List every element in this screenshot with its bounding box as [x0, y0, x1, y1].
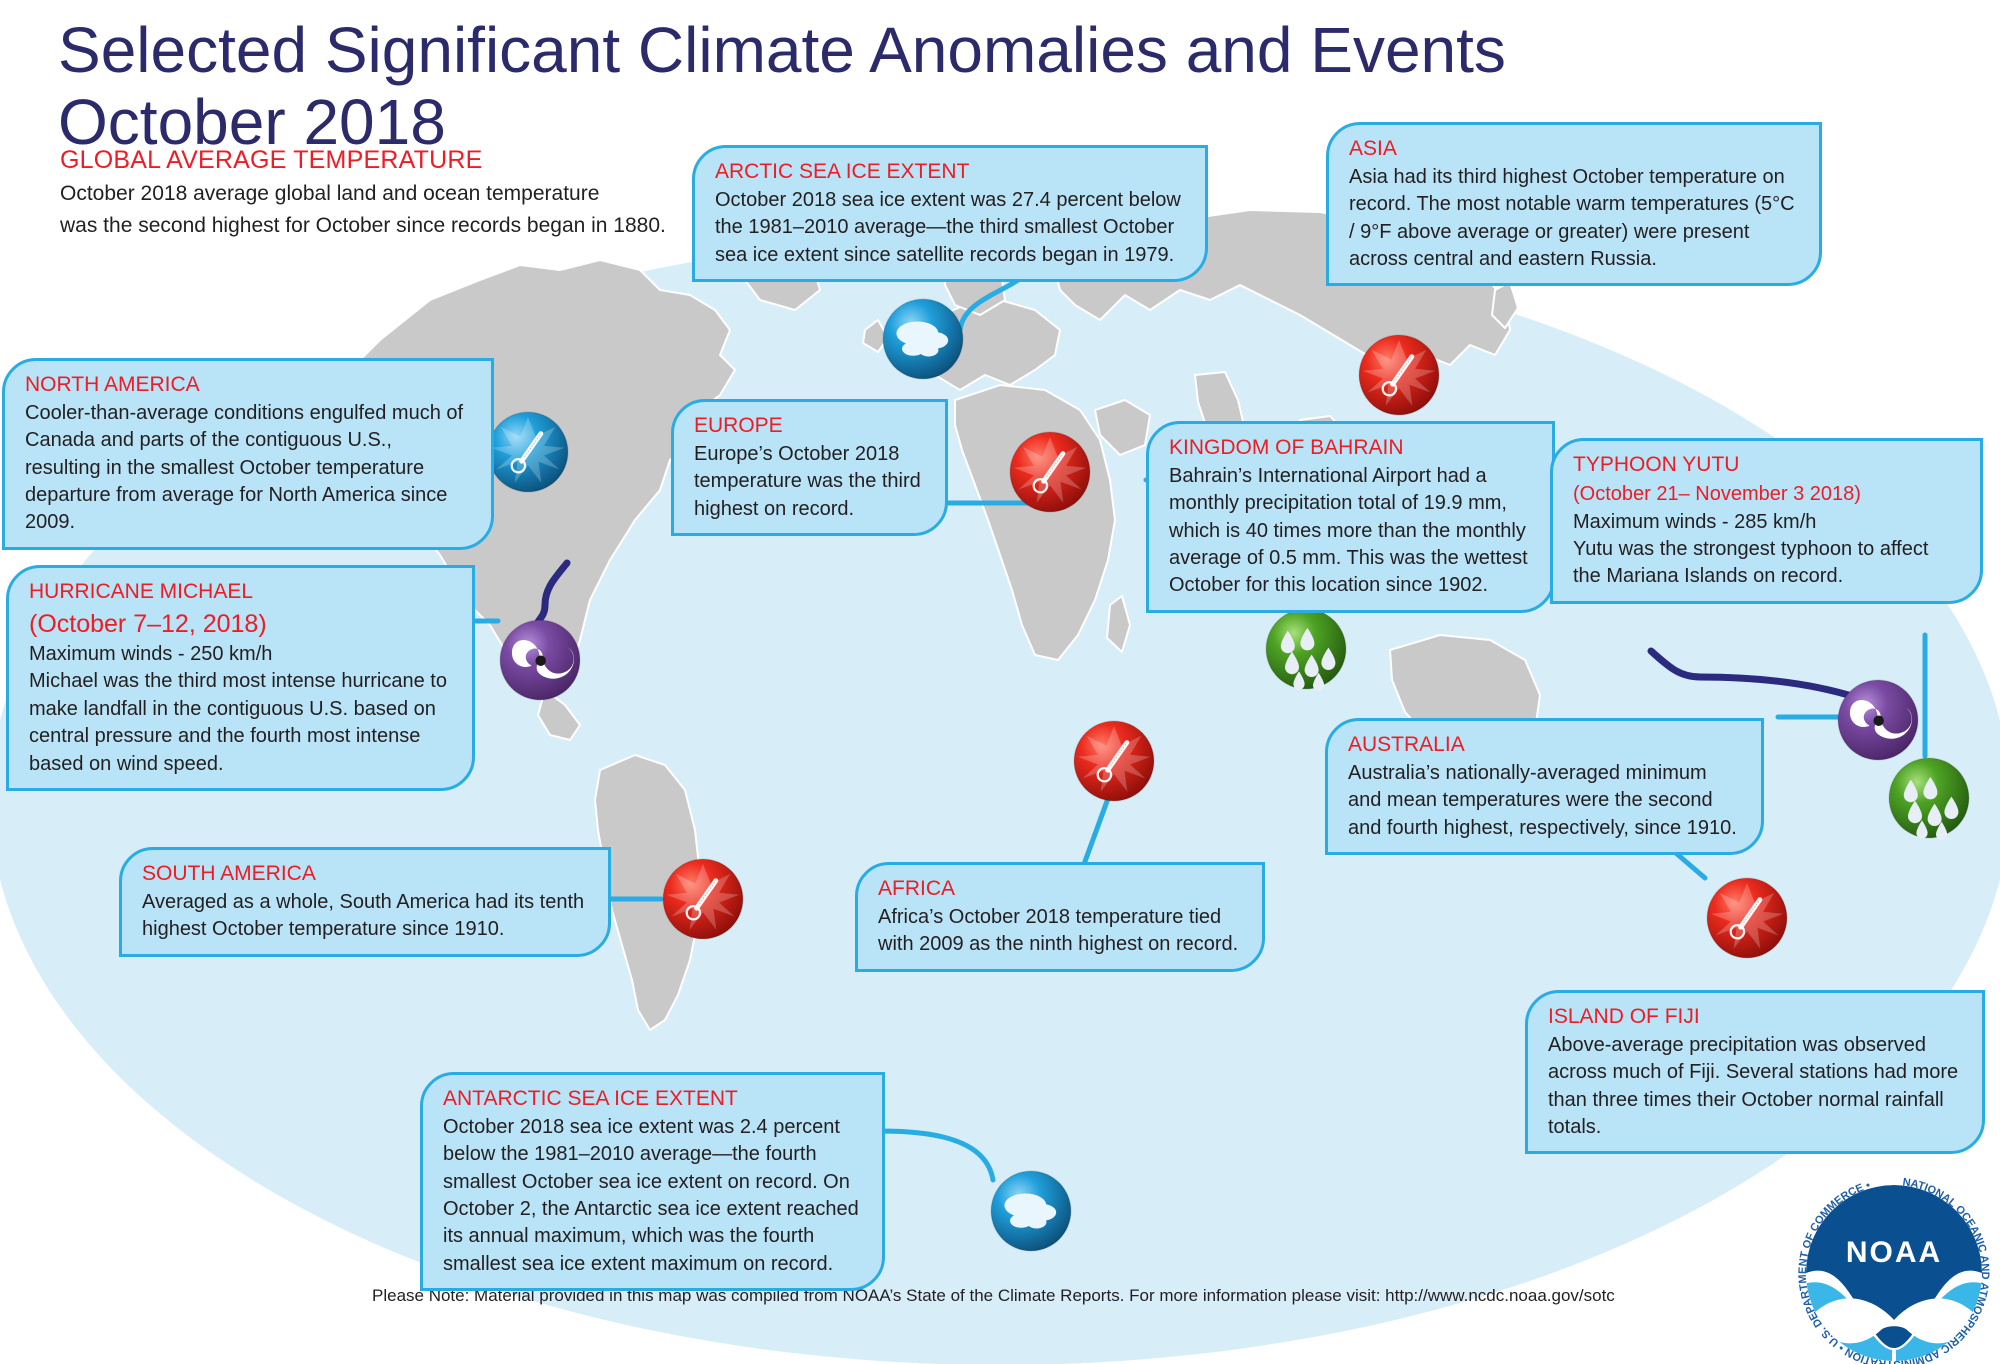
svg-text:NOAA: NOAA [1846, 1236, 1942, 1269]
